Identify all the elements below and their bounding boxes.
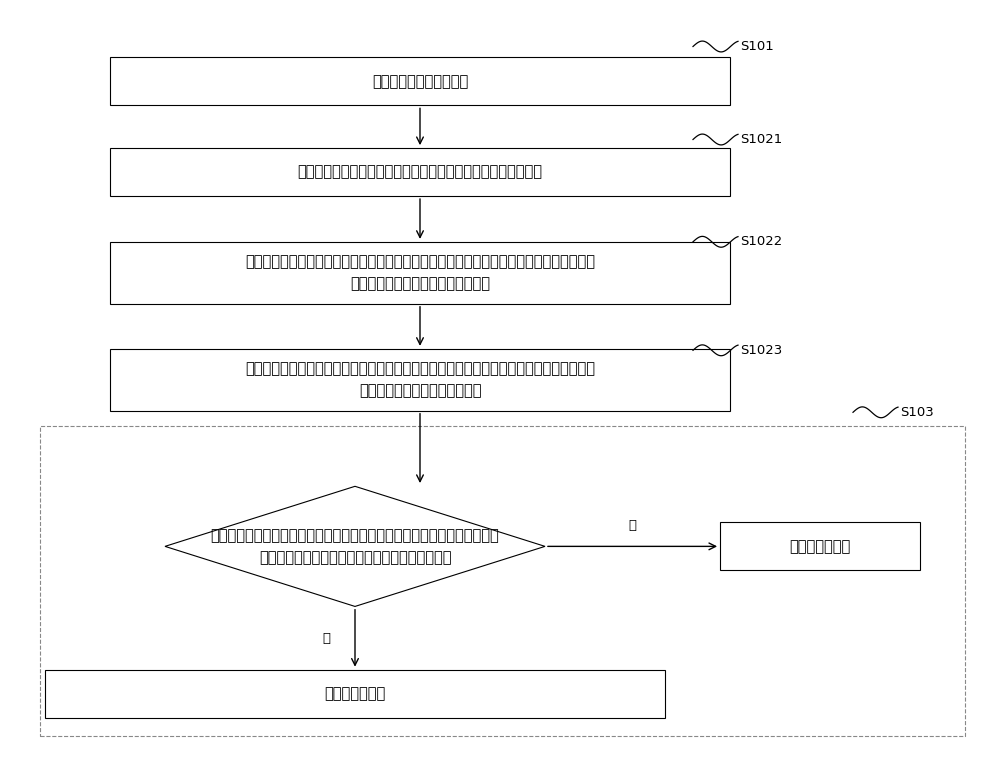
Text: 获取所述发动机当前转速: 获取所述发动机当前转速 xyxy=(372,74,468,89)
Bar xyxy=(110,57,730,105)
Bar xyxy=(110,242,730,304)
Bar xyxy=(110,349,730,411)
Bar xyxy=(40,426,965,736)
Bar xyxy=(45,670,665,718)
Bar xyxy=(110,148,730,196)
Text: 接收所述左转向灯、右转向灯、远光灯和近光灯的状态模拟信号: 接收所述左转向灯、右转向灯、远光灯和近光灯的状态模拟信号 xyxy=(298,164,542,180)
Text: 将所述左转向灯、右转向灯、远光灯和近光灯的状态模拟信号转换为所述左转向灯、右转向
灯、远光灯和近光灯的状态数字信号: 将所述左转向灯、右转向灯、远光灯和近光灯的状态模拟信号转换为所述左转向灯、右转向… xyxy=(245,254,595,291)
Text: S1021: S1021 xyxy=(740,133,782,146)
Text: S101: S101 xyxy=(740,40,774,53)
Text: S1022: S1022 xyxy=(740,236,782,248)
Text: S1023: S1023 xyxy=(740,344,782,357)
Bar xyxy=(720,522,920,570)
Polygon shape xyxy=(165,487,545,606)
Text: S103: S103 xyxy=(900,406,934,419)
Text: 根据所述左转向灯、右转向灯、远光灯和近光灯的状态数字信号确定所述左转向灯、右转向
灯、远光灯和近光灯的工作状态: 根据所述左转向灯、右转向灯、远光灯和近光灯的状态数字信号确定所述左转向灯、右转向… xyxy=(245,361,595,398)
Text: 开启所述日行灯: 开启所述日行灯 xyxy=(324,686,386,701)
Text: 关闭所述日行灯: 关闭所述日行灯 xyxy=(789,539,851,554)
Text: 根据所述发动机当前转速、所述左转向灯、右转向灯、远光灯和近光灯的工
作状态判断所述机动车辆是否满足日行灯开启条件: 根据所述发动机当前转速、所述左转向灯、右转向灯、远光灯和近光灯的工 作状态判断所… xyxy=(211,528,499,565)
Text: 否: 否 xyxy=(629,519,637,532)
Text: 是: 是 xyxy=(322,632,330,645)
